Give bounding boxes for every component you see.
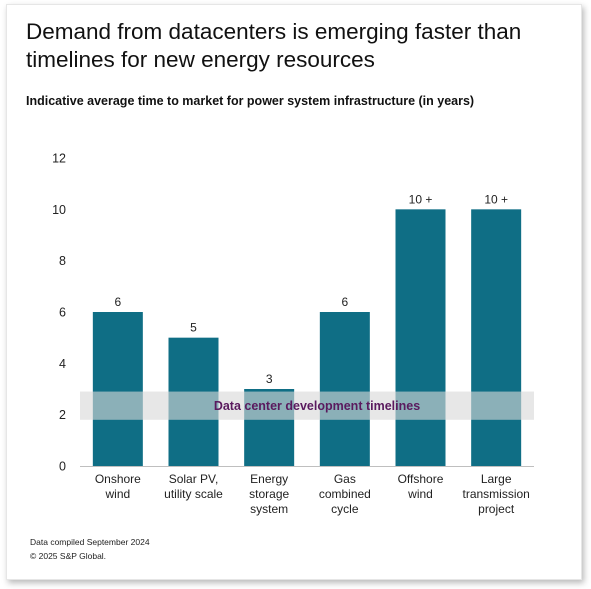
category-label-line: combined — [319, 487, 371, 501]
data-label: 6 — [114, 295, 121, 309]
axis-layer: 0 2 4 6 8 10 12 — [52, 152, 534, 474]
y-tick-label: 6 — [59, 306, 66, 320]
category-label-line: Solar PV, — [169, 472, 219, 486]
band-label: Data center development timelines — [214, 399, 420, 413]
chart-subtitle: Indicative average time to market for po… — [26, 94, 475, 108]
bar-layer — [92, 209, 522, 467]
y-tick-label: 10 — [52, 203, 66, 217]
category-label-line: wind — [407, 487, 433, 501]
category-label: Onshore wind — [95, 472, 141, 501]
category-label-line: Offshore — [398, 472, 444, 486]
bar — [92, 312, 143, 466]
category-label-line: storage — [249, 487, 289, 501]
category-label: Offshore wind — [398, 472, 444, 501]
data-label: 5 — [190, 321, 197, 335]
y-tick-label: 12 — [52, 152, 66, 166]
category-label: Energy storage system — [249, 472, 289, 516]
bar — [395, 209, 446, 467]
category-label-line: utility scale — [164, 487, 223, 501]
data-label: 6 — [341, 295, 348, 309]
band-label-layer: Data center development timelines — [80, 391, 534, 420]
bar — [471, 209, 522, 467]
y-tick-label: 0 — [59, 460, 66, 474]
category-label-line: cycle — [331, 502, 359, 516]
category-label-line: project — [478, 502, 515, 516]
category-label-line: Gas — [334, 472, 356, 486]
data-label: 10 + — [409, 192, 433, 206]
category-label-line: Large — [481, 472, 512, 486]
category-label-line: wind — [104, 487, 130, 501]
data-label: 3 — [266, 372, 273, 386]
data-center-band — [80, 391, 534, 420]
y-tick-label: 2 — [59, 408, 66, 422]
footnote-compiled: Data compiled September 2024 — [30, 537, 150, 547]
y-tick-label: 4 — [59, 357, 66, 371]
category-label: Gas combined cycle — [319, 472, 371, 516]
data-label: 10 + — [484, 192, 508, 206]
chart-title: Demand from datacenters is emerging fast… — [26, 19, 522, 72]
category-label-line: transmission — [462, 487, 529, 501]
footnote-copyright: © 2025 S&P Global. — [30, 551, 107, 561]
y-tick-label: 8 — [59, 254, 66, 268]
category-label: Large transmission project — [462, 472, 529, 516]
bar — [319, 312, 370, 466]
category-label-line: Onshore — [95, 472, 141, 486]
category-label: Solar PV, utility scale — [164, 472, 223, 501]
category-label-line: Energy — [250, 472, 288, 486]
category-label-line: system — [250, 502, 288, 516]
